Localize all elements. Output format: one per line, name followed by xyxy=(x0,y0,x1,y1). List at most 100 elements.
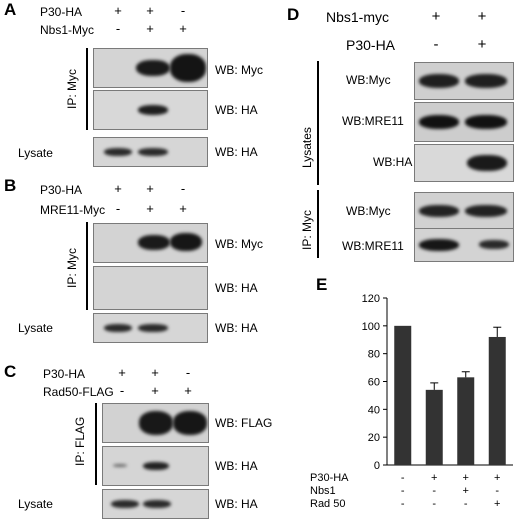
blot-d-mre11 xyxy=(414,102,514,142)
wb-label: WB:MRE11 xyxy=(342,239,404,253)
y-tick-label: 0 xyxy=(374,460,380,472)
blot-b-myc xyxy=(93,223,208,263)
bar xyxy=(488,336,506,465)
panel-d-letter: D xyxy=(287,5,300,24)
ip-label: IP: Myc xyxy=(65,68,79,109)
condition-sign: - xyxy=(495,485,499,497)
lysate-label: Lysate xyxy=(18,321,53,335)
y-tick-label: 40 xyxy=(368,404,380,416)
blot-b-lysate xyxy=(93,313,208,343)
sign: + xyxy=(146,21,154,36)
row-label-nbs1-myc: Nbs1-Myc xyxy=(40,23,95,37)
blot-a-ha xyxy=(93,90,208,130)
bar xyxy=(425,389,443,465)
sign: + xyxy=(146,3,154,18)
blot-c-ha xyxy=(102,446,209,486)
blot-b-ha xyxy=(93,266,208,310)
sign: + xyxy=(184,383,192,398)
panel-e-letter: E xyxy=(316,275,328,294)
sign: + xyxy=(146,201,154,216)
lysate-label: Lysate xyxy=(18,146,53,160)
ip-bracket xyxy=(86,48,88,130)
row-label-p30-ha: P30-HA xyxy=(40,183,83,197)
condition-sign: - xyxy=(401,485,405,497)
sign: + xyxy=(151,383,159,398)
sign: - xyxy=(115,21,121,36)
sign: - xyxy=(180,3,186,18)
wb-label: WB: HA xyxy=(215,459,258,473)
condition-sign: + xyxy=(431,472,437,484)
row-label-nbs1-myc: Nbs1-myc xyxy=(326,9,390,25)
blot-a-myc xyxy=(93,48,208,88)
sign: + xyxy=(146,181,154,196)
lysate-label: Lysate xyxy=(18,497,53,511)
blot-a-lysate xyxy=(93,137,208,167)
sign: + xyxy=(151,365,159,380)
condition-label: P30-HA xyxy=(310,472,349,484)
row-label-p30-ha: P30-HA xyxy=(346,37,396,53)
condition-sign: - xyxy=(464,498,468,510)
condition-label: Nbs1 xyxy=(310,485,336,497)
panel-a-letter: A xyxy=(4,0,17,19)
sign: - xyxy=(180,181,186,196)
condition-sign: - xyxy=(401,498,405,510)
sign: + xyxy=(179,201,187,216)
y-tick-label: 20 xyxy=(368,432,380,444)
blot-d-ha xyxy=(414,144,514,182)
wb-label: WB: Myc xyxy=(215,63,263,77)
blot-d-myc xyxy=(414,62,514,100)
sign: - xyxy=(119,383,125,398)
condition-sign: + xyxy=(463,485,469,497)
sign: - xyxy=(433,36,439,53)
blot-c-flag xyxy=(102,403,209,443)
wb-label: WB:Myc xyxy=(346,73,391,87)
sign: + xyxy=(114,3,122,18)
wb-label: WB:Myc xyxy=(346,204,391,218)
y-tick-label: 100 xyxy=(362,321,380,333)
sign: + xyxy=(477,36,487,53)
sign: + xyxy=(118,365,126,380)
wb-label: WB: HA xyxy=(215,497,258,511)
lysates-bracket xyxy=(317,61,319,185)
sign: + xyxy=(477,8,487,25)
sign: + xyxy=(114,181,122,196)
sign: - xyxy=(185,365,191,380)
wb-label: WB:MRE11 xyxy=(342,114,404,128)
ip-bracket xyxy=(317,190,319,258)
ip-label: IP: FLAG xyxy=(73,416,87,466)
condition-sign: + xyxy=(494,498,500,510)
wb-label: WB: Myc xyxy=(215,237,263,251)
wb-label: WB: HA xyxy=(215,281,258,295)
lysates-label: Lysates xyxy=(300,127,314,168)
condition-label: Rad 50 xyxy=(310,498,345,510)
condition-sign: - xyxy=(401,472,405,484)
wb-label: WB: HA xyxy=(215,103,258,117)
row-label-p30-ha: P30-HA xyxy=(43,367,86,381)
ip-label: IP: Myc xyxy=(300,209,314,250)
bar xyxy=(394,325,412,465)
y-tick-label: 80 xyxy=(368,349,380,361)
ip-label: IP: Myc xyxy=(65,247,79,288)
blot-d-ip-mre11 xyxy=(414,228,514,262)
bar xyxy=(457,377,475,465)
wb-label: WB:HA xyxy=(373,155,413,169)
y-tick-label: 120 xyxy=(362,293,380,305)
panel-b-letter: B xyxy=(4,176,17,195)
condition-sign: - xyxy=(432,498,436,510)
condition-sign: + xyxy=(494,472,500,484)
row-label-mre11-myc: MRE11-Myc xyxy=(40,203,106,217)
row-label-p30-ha: P30-HA xyxy=(40,5,83,19)
row-label-rad50-flag: Rad50-FLAG xyxy=(43,385,114,399)
ip-bracket xyxy=(86,222,88,310)
wb-label: WB: FLAG xyxy=(215,416,273,430)
condition-sign: + xyxy=(463,472,469,484)
sign: + xyxy=(431,8,441,25)
wb-label: WB: HA xyxy=(215,145,258,159)
sign: + xyxy=(179,21,187,36)
ip-bracket xyxy=(95,403,97,485)
condition-sign: - xyxy=(432,485,436,497)
blot-c-lysate xyxy=(102,489,209,519)
wb-label: WB: HA xyxy=(215,321,258,335)
blot-d-ip-myc xyxy=(414,192,514,230)
